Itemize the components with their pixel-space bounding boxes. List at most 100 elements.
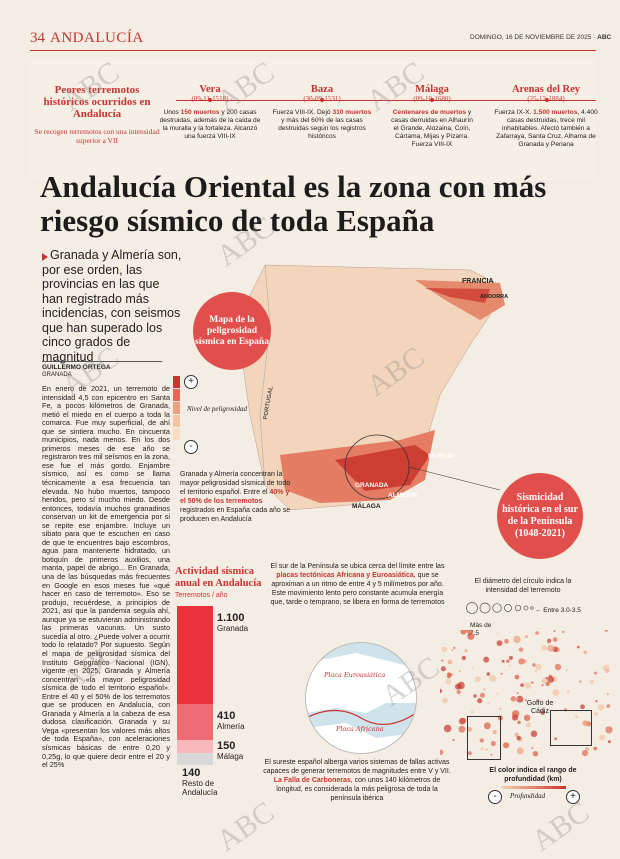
event-name: Vera [199,84,221,95]
seism-dot [522,681,525,683]
seism-dot [441,659,444,662]
seism-dot [460,630,467,635]
size-circle [504,604,512,612]
label-malaga: MÁLAGA [352,503,381,510]
event-date: (09-11-1518) [191,95,229,103]
seism-dot [524,699,527,702]
legend-swatch [173,415,180,427]
activity-subtitle: Terremotos / año [175,592,228,599]
size-max-label: Más de 7.5 [470,622,492,637]
seism-dot [518,658,525,665]
seism-dot [580,704,585,710]
event-desc: Unos 150 muertos y 200 casas destruidas,… [159,109,261,140]
inset-frame [550,710,592,746]
header-rule [30,50,596,51]
label-granada: GRANADA [355,482,389,489]
seism-dot [545,681,550,687]
seism-dot [447,659,453,665]
event-desc: Fuerza VIII-IX. Dejó 310 muertos y más d… [272,109,372,140]
plates-svg: Placa Euroasiática Placa Africana [306,653,416,753]
label-almeria: ALMERÍA [388,492,418,499]
seism-dot [562,630,565,633]
seism-dot [490,740,496,747]
seism-dot [479,738,484,743]
size-legend [466,602,534,614]
seism-dot [487,702,490,705]
seism-dot [552,637,558,642]
activity-bar [177,704,213,740]
seism-dot [525,722,531,728]
size-circle [492,603,502,613]
seism-dot [530,730,538,738]
seism-dot [524,634,529,639]
seism-dot [516,747,524,755]
pyrenees-high-zone [425,288,490,303]
diameter-note: El diámetro del círculo indica la intens… [474,578,572,594]
activity-value: 140 [182,767,201,779]
seism-dot [518,647,524,652]
seism-dot [445,678,452,685]
seism-dot [516,692,519,695]
seism-dot [599,734,606,741]
seism-dot [485,748,488,751]
size-circle [466,602,478,614]
seism-dot [500,672,503,675]
map-note: Granada y Almería concentran la mayor pe… [180,471,291,523]
seism-dot [516,695,524,703]
seismicity-map [440,630,613,757]
seismicity-badge: Sismicidad histórica en el sur de la Pen… [497,473,583,559]
seism-dot [524,682,532,689]
seism-dot [496,640,503,646]
seism-dot [531,746,534,749]
dateline: DOMINGO, 16 DE NOVIEMBRE DE 2025 · ABC [470,34,612,41]
seism-dot [593,746,598,751]
seism-dot [464,649,468,653]
size-circle [523,605,529,611]
headline: Andalucía Oriental es la zona con más ri… [40,169,547,238]
seism-dot [508,664,511,667]
label-africa: Placa Africana [335,725,384,733]
legend-plus-icon: + [184,375,198,389]
seism-dot [545,676,548,680]
seism-dot [554,737,558,741]
seism-dot [471,667,474,669]
seism-dot [458,725,466,733]
seism-dot [483,688,486,691]
seism-dot [480,747,484,751]
activity-bar [177,753,213,765]
seism-dot [516,697,519,700]
seism-dot [594,671,597,675]
event-desc: Fuerza IX-X. 1.500 muertos, 4.400 casas … [494,109,598,148]
timeline-dot [208,98,212,102]
byline-author: GUILLERMO ORTEGA [42,364,111,371]
seism-dot [467,632,475,640]
legend-swatch [173,428,180,440]
event-date: (30-09-1531) [303,95,341,103]
seism-dot [513,635,521,644]
seism-dot [514,674,520,680]
seism-dot [458,669,461,673]
seism-dot [508,655,513,660]
seism-dot [534,670,537,673]
event-name: Málaga [415,84,449,95]
byline-rule [42,361,162,362]
lede: Granada y Almería son, por ese orden, la… [42,248,182,364]
seism-dot [535,663,542,671]
label-murcia: MURCIA [428,453,454,460]
seism-dot [553,630,556,632]
seism-dot [483,722,491,730]
activity-label: Málaga [217,752,244,761]
seism-dot [480,692,485,698]
seism-dot [489,674,497,682]
seism-dot [595,700,598,703]
seism-dot [441,646,448,653]
seism-dot [585,747,590,752]
label-france: FRANCIA [462,278,494,285]
seism-dot [442,697,448,704]
seism-dot [460,717,467,724]
page-number: 34 [30,30,45,46]
seism-dot [547,641,550,644]
seism-dot [486,672,491,676]
seism-dot [581,750,589,757]
event-name: Baza [310,84,334,95]
